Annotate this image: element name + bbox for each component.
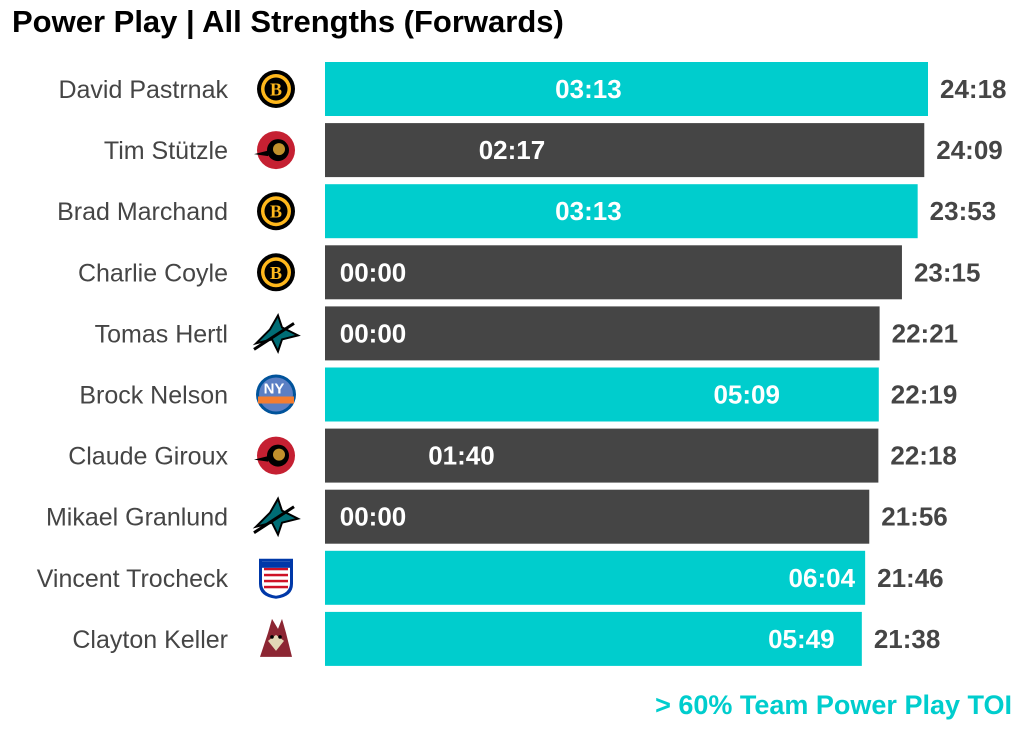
new-york-rangers-logo [259,558,293,599]
chart-title: Power Play | All Strengths (Forwards) [12,4,564,39]
toi-bar [325,550,866,605]
pp-toi-label: 05:49 [768,624,835,654]
player-name-label: Mikael Granlund [46,504,228,532]
boston-bruins-logo: B [257,70,295,108]
pp-toi-label: 03:13 [555,74,622,104]
player-name-label: Brock Nelson [79,382,228,410]
pp-toi-label: 00:00 [340,257,407,287]
san-jose-sharks-logo [252,496,301,538]
player-name-label: Tim Stützle [104,137,228,165]
pp-toi-label: 03:13 [555,196,622,226]
total-toi-label: 24:09 [936,135,1003,165]
pp-toi-label: 02:17 [479,135,546,165]
new-york-islanders-logo: NY [256,374,296,415]
total-toi-label: 22:19 [891,380,958,410]
san-jose-sharks-logo [252,312,301,355]
boston-bruins-logo: B [257,253,295,292]
total-toi-label: 22:21 [892,318,959,348]
player-name-label: Brad Marchand [57,198,228,226]
toi-bar [325,184,918,239]
player-name-label: Tomas Hertl [95,320,228,348]
toi-bar [325,489,870,544]
pp-toi-label: 06:04 [789,563,856,593]
total-toi-label: 21:46 [877,563,944,593]
player-name-label: David Pastrnak [58,76,228,104]
ottawa-senators-logo [254,436,295,475]
arizona-coyotes-logo [260,618,292,657]
total-toi-label: 21:38 [874,624,941,654]
toi-bar [325,245,902,300]
pp-toi-label: 00:00 [340,502,407,532]
toi-bar [325,123,925,178]
svg-text:B: B [270,202,282,222]
player-name-label: Vincent Trocheck [37,565,229,593]
player-name-label: Claude Giroux [68,443,228,471]
player-name-label: Charlie Coyle [78,259,228,287]
pp-toi-label: 01:40 [428,441,495,471]
total-toi-label: 23:15 [914,257,981,287]
svg-text:B: B [270,80,282,100]
total-toi-label: 24:18 [940,74,1007,104]
player-name-label: Clayton Keller [72,626,228,654]
ottawa-senators-logo [254,131,295,170]
toi-bar [325,306,880,361]
svg-text:B: B [270,263,282,283]
pp-toi-label: 05:09 [713,380,780,410]
total-toi-label: 23:53 [930,196,997,226]
total-toi-label: 21:56 [881,502,948,532]
toi-bar [325,611,862,666]
highlight-legend-note: > 60% Team Power Play TOI [655,690,1012,720]
boston-bruins-logo: B [257,192,295,231]
total-toi-label: 22:18 [890,441,957,471]
svg-text:NY: NY [264,381,285,398]
toi-bar [325,367,879,422]
toi-bar [325,62,928,116]
toi-bar [325,428,879,483]
pp-toi-label: 00:00 [340,318,407,348]
